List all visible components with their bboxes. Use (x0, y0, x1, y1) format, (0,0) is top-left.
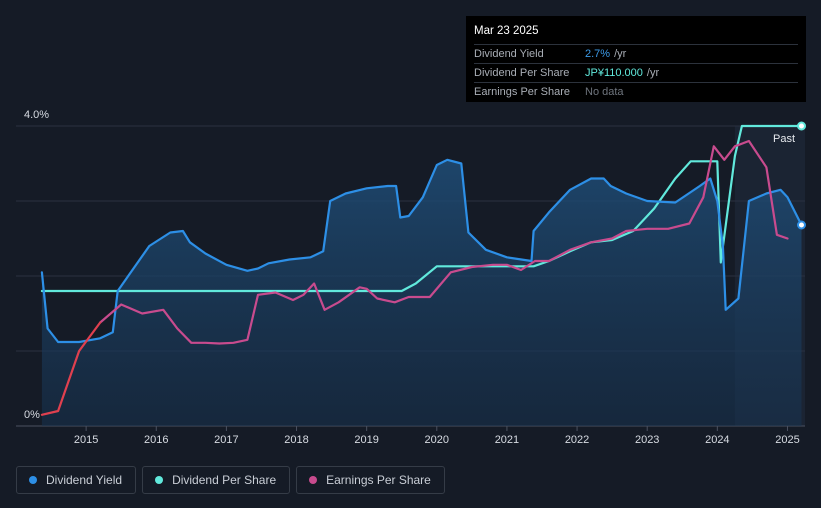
legend-dot-icon (155, 476, 164, 484)
earnings-per-share-line (99, 139, 789, 345)
tooltip-label: Earnings Per Share (474, 86, 570, 98)
legend-item-earnings-per-share[interactable]: Earnings Per Share (296, 466, 445, 494)
tooltip-panel: Mar 23 2025 Dividend Yield 2.7% /yr Divi… (466, 16, 806, 102)
dividend-yield-line (40, 158, 803, 344)
tooltip-value: 2.7% (585, 48, 611, 60)
x-tick-label: 2016 (144, 434, 168, 446)
dividend-per-share-end-marker (796, 121, 806, 131)
x-tick-label: 2025 (775, 434, 799, 446)
x-tick-label: 2021 (495, 434, 519, 446)
earnings-per-share-early-line (40, 321, 102, 416)
x-tick-label: 2018 (284, 434, 308, 446)
y-tick-label-bottom: 0% (24, 409, 40, 421)
tooltip-date: Mar 23 2025 (474, 25, 539, 37)
tooltip-row-dividend-yield: Dividend Yield 2.7% /yr (474, 44, 798, 63)
legend-label: Dividend Yield (46, 473, 123, 487)
tooltip-value: JP¥110.000 (585, 67, 643, 79)
x-tick-label: 2022 (565, 434, 589, 446)
tooltip-value: No data (585, 86, 624, 98)
legend-dot-icon (29, 476, 37, 484)
legend: Dividend Yield Dividend Per Share Earnin… (16, 466, 445, 494)
tooltip-row-dividend-per-share: Dividend Per Share JP¥110.000 /yr (474, 63, 798, 82)
x-tick-label: 2024 (705, 434, 729, 446)
x-axis: 2015 2016 2017 2018 2019 2020 2021 2022 2023 2024… (74, 426, 800, 446)
tooltip-unit: /yr (646, 67, 660, 79)
legend-item-dividend-yield[interactable]: Dividend Yield (16, 466, 137, 494)
legend-label: Dividend Per Share (172, 473, 277, 487)
x-tick-label: 2019 (354, 434, 378, 446)
x-tick-label: 2017 (214, 434, 238, 446)
series-lines (40, 124, 803, 416)
end-markers (796, 121, 806, 230)
dividend-yield-area (41, 159, 802, 427)
x-tick-label: 2023 (635, 434, 659, 446)
tooltip-label: Dividend Yield (474, 48, 544, 60)
dividend-yield-end-marker (796, 220, 806, 230)
x-tick-label: 2020 (425, 434, 449, 446)
x-tick-label: 2015 (74, 434, 98, 446)
tooltip-label: Dividend Per Share (474, 67, 570, 79)
legend-dot-icon (309, 476, 318, 484)
legend-item-dividend-per-share[interactable]: Dividend Per Share (142, 466, 291, 494)
y-tick-label-top: 4.0% (24, 109, 49, 121)
tooltip-unit: /yr (614, 48, 627, 60)
legend-label: Earnings Per Share (326, 473, 431, 487)
tooltip-row-earnings-per-share: Earnings Per Share No data (474, 82, 798, 101)
past-label: Past (773, 133, 795, 145)
